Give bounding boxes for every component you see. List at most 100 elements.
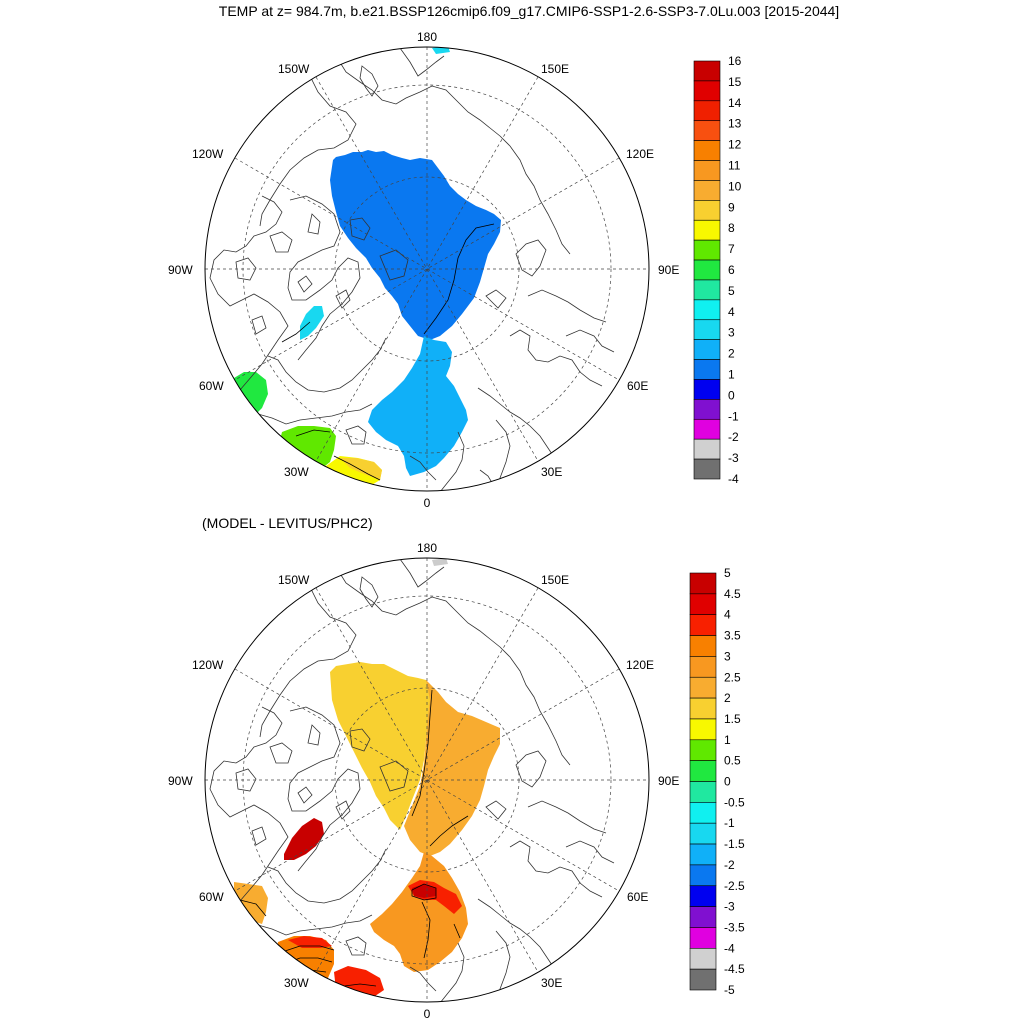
colorbar-swatch: [689, 697, 717, 720]
upper-map-boundary: [204, 46, 650, 492]
colorbar-swatch: [689, 635, 717, 657]
colorbar-swatch: [693, 239, 721, 261]
colorbar-tick-label: 9: [728, 200, 735, 214]
upper-lon-180: 180: [417, 30, 437, 44]
colorbar-tick-label: 5: [728, 284, 735, 298]
colorbar-tick-label: -2: [724, 858, 735, 872]
colorbar-tick-label: 3.5: [724, 629, 741, 643]
colorbar-tick-label: -5: [724, 983, 735, 997]
upper-lon-150e: 150E: [541, 62, 569, 76]
colorbar-tick-label: 14: [728, 96, 742, 110]
colorbar-swatch: [693, 120, 721, 141]
colorbar-swatch: [693, 359, 721, 380]
upper-lon-90e: 90E: [658, 263, 679, 277]
lower-eurasian-basin-region: [404, 680, 500, 856]
colorbar-swatch: [693, 60, 721, 82]
lower-hotspot-core: [412, 884, 436, 898]
colorbar-swatch: [689, 843, 717, 866]
colorbar-swatch: [693, 259, 721, 281]
colorbar-swatch: [693, 219, 721, 241]
colorbar-tick-label: -2.5: [724, 879, 745, 893]
colorbar-swatch: [693, 100, 721, 122]
upper-lon-60w: 60W: [199, 379, 224, 393]
colorbar-swatch: [693, 379, 721, 400]
colorbar-swatch: [689, 927, 717, 949]
colorbar-tick-label: -4: [728, 472, 739, 486]
lower-top-patch: [432, 558, 448, 566]
colorbar-swatch: [693, 418, 721, 440]
colorbar-swatch: [693, 160, 721, 181]
colorbar-swatch: [693, 200, 721, 221]
colorbar-tick-label: 16: [728, 54, 742, 68]
figure-title: TEMP at z= 984.7m, b.e21.BSSP126cmip6.f0…: [218, 3, 840, 19]
colorbar-swatch: [693, 438, 721, 460]
colorbar-swatch: [689, 739, 717, 761]
colorbar-swatch: [689, 822, 717, 845]
upper-lon-120e: 120E: [626, 147, 654, 161]
lower-baffin-region: [284, 818, 324, 860]
upper-labrador-region: [234, 372, 268, 414]
lower-canadian-basin-region: [330, 662, 434, 830]
upper-fram-strait-region: [368, 336, 468, 476]
upper-arctic-basin-region: [330, 150, 501, 340]
lower-lon-90e: 90E: [658, 774, 679, 788]
upper-lon-90w: 90W: [168, 263, 193, 277]
lower-colorbar: 5 4.5 4 3.5 3 2.5 2 1.5 1 0.5 0 -0.5 -1 -1.5 -2 -2.5 -3 -…: [689, 566, 745, 997]
lower-norway-region: [334, 966, 384, 998]
lower-lon-60w: 60W: [199, 890, 224, 904]
colorbar-swatch: [689, 593, 717, 615]
colorbar-swatch: [693, 279, 721, 301]
lower-lon-30w: 30W: [284, 976, 309, 990]
upper-map-content: [205, 47, 649, 491]
colorbar-tick-label: -3.5: [724, 920, 745, 934]
upper-norway-region-2: [340, 458, 382, 480]
lower-lon-120w: 120W: [192, 658, 224, 672]
colorbar-swatch: [689, 864, 717, 887]
colorbar-tick-label: -4: [724, 941, 735, 955]
panel-subtitle: (MODEL - LEVITUS/PHC2): [202, 515, 373, 531]
colorbar-swatch: [689, 572, 717, 595]
colorbar-tick-label: 10: [728, 179, 742, 193]
colorbar-tick-label: 7: [728, 242, 735, 256]
colorbar-tick-label: 8: [728, 221, 735, 235]
colorbar-tick-label: -0.5: [724, 795, 745, 809]
lower-fram-strait-region: [370, 852, 468, 972]
colorbar-swatch: [689, 614, 717, 636]
colorbar-tick-label: 3: [728, 326, 735, 340]
lower-map-boundary: [204, 557, 650, 1003]
colorbar-swatch: [689, 885, 717, 907]
colorbar-swatch: [689, 781, 717, 803]
colorbar-swatch: [693, 80, 721, 102]
colorbar-tick-label: 13: [728, 117, 742, 131]
colorbar-tick-label: -1: [728, 409, 739, 423]
colorbar-swatch: [693, 140, 721, 161]
lower-lon-0: 0: [424, 1007, 431, 1021]
lower-lon-60e: 60E: [627, 890, 648, 904]
colorbar-swatch: [693, 180, 721, 201]
lower-lon-90w: 90W: [168, 774, 193, 788]
colorbar-tick-label: 4: [724, 608, 731, 622]
colorbar-tick-label: 0: [728, 388, 735, 402]
colorbar-tick-label: 1: [724, 733, 731, 747]
colorbar-tick-label: 2: [724, 691, 731, 705]
colorbar-swatch: [689, 676, 717, 699]
colorbar-swatch: [693, 458, 721, 480]
upper-iceland-region: [280, 426, 336, 470]
colorbar-swatch: [689, 947, 717, 970]
lower-map-content: [205, 558, 649, 1002]
lower-iceland-red: [288, 936, 332, 948]
colorbar-tick-label: 1: [728, 368, 735, 382]
colorbar-tick-label: 5: [724, 566, 731, 580]
colorbar-swatch: [689, 760, 717, 782]
colorbar-swatch: [689, 906, 717, 928]
colorbar-swatch: [693, 299, 721, 321]
colorbar-tick-label: 4.5: [724, 587, 741, 601]
colorbar-tick-label: 2.5: [724, 670, 741, 684]
upper-lon-120w: 120W: [192, 147, 224, 161]
colorbar-tick-label: -4.5: [724, 962, 745, 976]
colorbar-tick-label: -3: [728, 451, 739, 465]
lower-lon-180: 180: [417, 541, 437, 555]
